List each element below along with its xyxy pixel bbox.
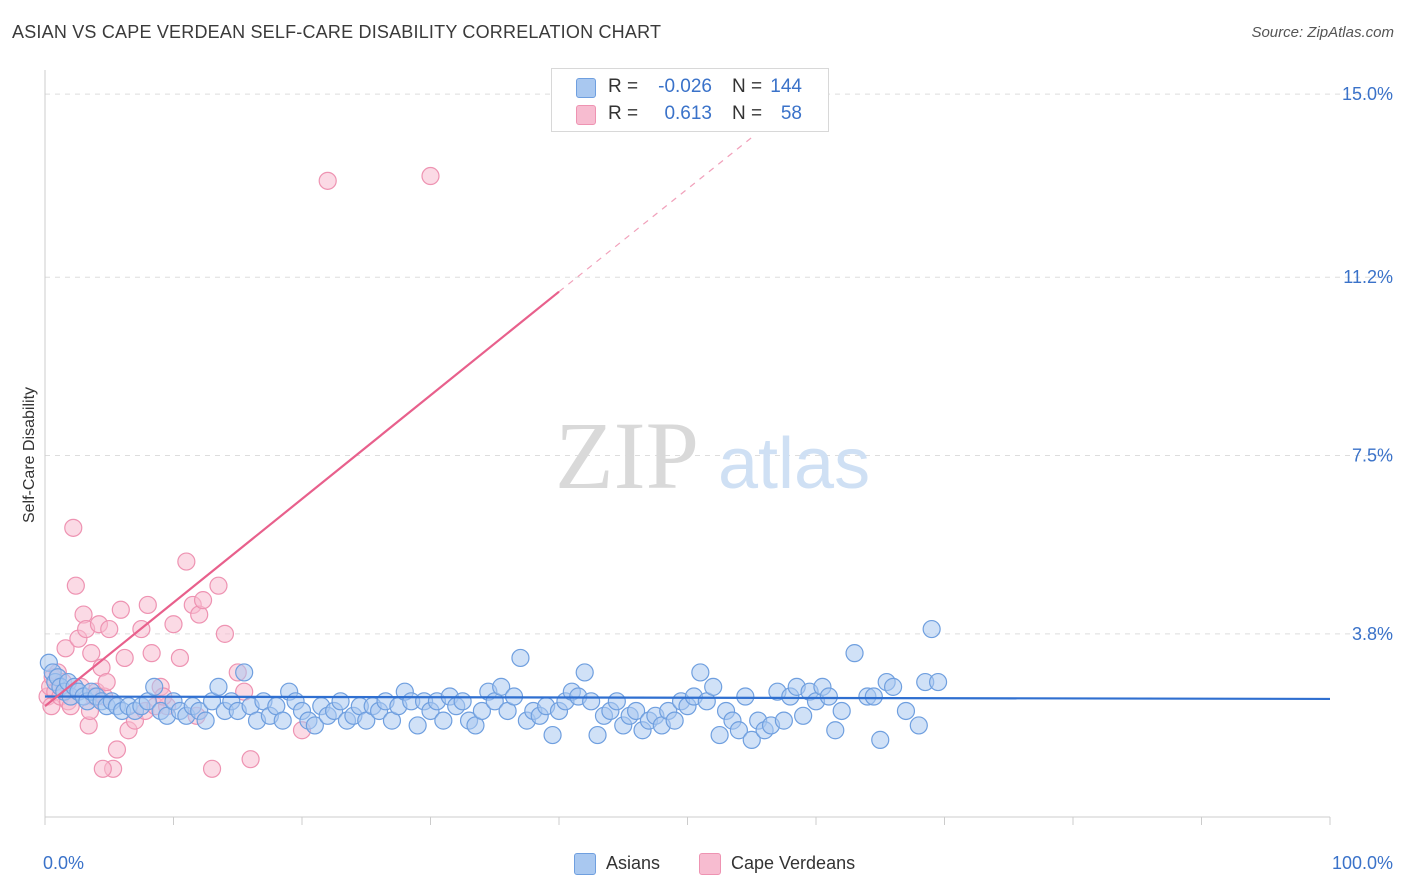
asian-legend-swatch <box>574 853 596 875</box>
asian-point <box>909 716 928 735</box>
x-tick-label: 100.0% <box>1332 853 1393 873</box>
cape-verdean-legend-label: Cape Verdeans <box>731 853 856 873</box>
cape-verdean-point <box>100 619 119 639</box>
cape-verdean-swatch <box>576 105 596 125</box>
n-value: 144 <box>770 76 802 97</box>
asian-point <box>864 687 883 706</box>
asian-point <box>575 663 594 682</box>
asian-point <box>492 677 511 696</box>
cape-verdean-point <box>164 615 183 634</box>
asian-point <box>729 721 749 740</box>
asian-point <box>588 725 607 745</box>
y-tick-label: 3.8% <box>1352 624 1393 644</box>
asian-point <box>691 663 710 682</box>
watermark: ZIP atlas <box>555 402 870 509</box>
asian-point <box>896 701 916 721</box>
asian-point <box>408 716 427 735</box>
asian-point <box>871 730 890 749</box>
tick-labels: 3.8% 7.5% 11.2% 15.0% 0.0% 100.0% <box>43 84 1393 873</box>
asian-point <box>704 677 723 696</box>
asian-point <box>511 648 530 668</box>
cape-verdean-point <box>82 644 101 663</box>
asian-point <box>819 687 838 706</box>
chart-title: ASIAN VS CAPE VERDEAN SELF-CARE DISABILI… <box>12 22 662 42</box>
asian-point <box>928 672 948 692</box>
cape-verdean-point <box>193 591 213 610</box>
asian-point <box>582 692 601 711</box>
cape-verdean-point <box>318 171 337 190</box>
cape-verdean-point <box>138 595 157 615</box>
cape-verdean-point <box>111 600 130 619</box>
cape-verdean-point <box>215 624 234 643</box>
asian-points <box>39 619 948 749</box>
y-tick-label: 11.2% <box>1343 267 1393 287</box>
asian-point <box>742 730 761 749</box>
cape-verdean-point <box>66 576 85 595</box>
asian-point <box>235 663 254 682</box>
cape-verdean-trend-extension <box>558 137 753 293</box>
cape-verdean-point <box>170 648 190 668</box>
asian-point <box>626 701 646 721</box>
cape-verdean-point <box>142 644 161 663</box>
asian-point <box>845 644 864 663</box>
trend-lines <box>44 137 1331 708</box>
asian-point <box>196 711 215 730</box>
cape-verdean-point <box>241 750 260 769</box>
asian-point <box>331 692 350 711</box>
asian-point <box>665 711 684 730</box>
asian-point <box>832 701 851 721</box>
asian-trend-line <box>44 695 1331 701</box>
cape-verdean-point <box>97 672 116 692</box>
n-label: N = <box>732 103 763 124</box>
asian-point <box>273 711 292 730</box>
asian-point <box>826 721 845 740</box>
r-label: R = <box>608 103 639 124</box>
asian-point <box>794 706 813 725</box>
cape-verdean-point <box>64 518 83 537</box>
asian-point <box>736 687 755 706</box>
asian-point <box>453 692 472 711</box>
cape-verdean-point <box>56 639 75 658</box>
source-label: Source: ZipAtlas.com <box>1251 24 1394 41</box>
r-value: 0.613 <box>664 103 712 124</box>
grid-layer <box>45 93 1395 635</box>
watermark-atlas: atlas <box>718 424 870 504</box>
asian-point <box>434 711 453 730</box>
asian-point <box>145 677 164 696</box>
asian-point <box>710 725 729 745</box>
asian-point <box>209 677 228 696</box>
cape-verdean-point <box>202 759 222 778</box>
watermark-zip: ZIP <box>555 402 699 509</box>
asian-legend-label: Asians <box>606 853 661 873</box>
r-value: -0.026 <box>658 76 712 97</box>
correlation-legend: R = -0.026 N = 144 R = 0.613 N = 58 <box>551 68 829 132</box>
r-label: R = <box>608 76 639 97</box>
n-value: 58 <box>780 103 802 124</box>
cape-verdean-point <box>209 576 228 595</box>
asian-point <box>543 725 562 745</box>
cape-verdean-point <box>93 759 112 778</box>
cape-verdean-points <box>38 166 440 778</box>
cape-verdean-point <box>115 648 134 668</box>
asian-point <box>922 619 941 639</box>
asian-point <box>305 716 324 735</box>
cape-verdean-trend-line <box>44 290 560 708</box>
cape-verdean-point <box>421 166 440 186</box>
cape-verdean-legend-swatch <box>699 853 721 875</box>
x-tick-label: 0.0% <box>43 853 84 873</box>
asian-point <box>472 701 491 721</box>
y-tick-label: 15.0% <box>1342 84 1393 104</box>
asian-point <box>883 677 903 696</box>
cape-verdean-point <box>107 740 127 759</box>
asian-swatch <box>576 78 596 98</box>
asian-point <box>774 711 793 730</box>
n-label: N = <box>732 76 763 97</box>
asian-point <box>607 692 626 711</box>
cape-verdean-point <box>177 552 196 571</box>
y-tick-label: 7.5% <box>1352 446 1393 466</box>
